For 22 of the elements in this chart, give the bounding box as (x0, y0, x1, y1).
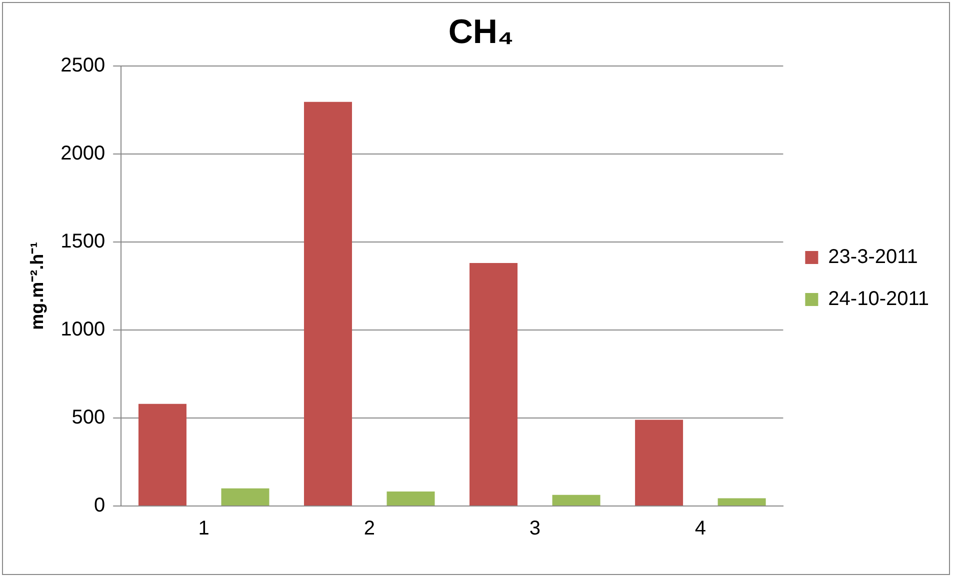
chart-title: CH₄ (448, 12, 514, 51)
legend-label: 23-3-2011 (828, 246, 918, 268)
x-tick-label: 4 (694, 518, 706, 540)
y-axis-title: mg.m⁻².h⁻¹ (26, 242, 47, 330)
bar (552, 494, 600, 506)
y-tick-label: 2000 (60, 142, 106, 164)
y-tick-label: 0 (94, 494, 106, 517)
x-tick-label: 3 (529, 518, 540, 540)
y-tick-label: 2500 (60, 54, 106, 76)
bar (470, 263, 518, 506)
legend-label: 24-10-2011 (828, 288, 930, 310)
x-tick-label: 2 (364, 518, 375, 540)
bar (221, 488, 270, 506)
bar (386, 492, 435, 506)
bar (138, 404, 186, 506)
x-tick-label: 1 (198, 518, 210, 540)
bar (635, 420, 684, 506)
bar (304, 102, 352, 506)
y-tick-label: 1500 (60, 230, 106, 252)
y-tick-label: 1000 (60, 318, 106, 340)
y-tick-label: 500 (72, 406, 106, 428)
bar (718, 498, 766, 506)
